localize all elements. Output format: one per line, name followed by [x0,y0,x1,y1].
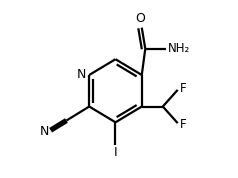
Text: F: F [179,117,186,130]
Text: O: O [135,12,145,25]
Text: F: F [179,82,186,96]
Text: N: N [40,125,49,138]
Text: NH₂: NH₂ [168,42,190,55]
Text: I: I [114,146,117,159]
Text: N: N [77,68,87,81]
